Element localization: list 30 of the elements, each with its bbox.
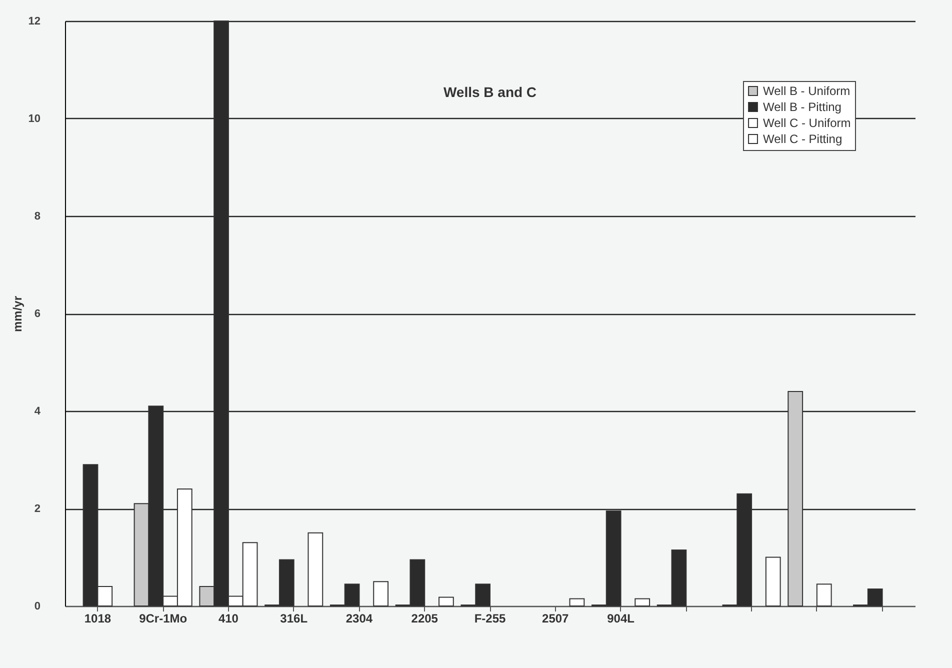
x-tick-label: 410	[218, 612, 239, 626]
x-tick-label: 2205	[411, 612, 438, 626]
y-tick-label: 8	[34, 210, 40, 222]
bar	[438, 596, 454, 606]
legend-label: Well C - Pitting	[763, 132, 842, 146]
bar	[634, 598, 650, 606]
y-tick-label: 0	[34, 600, 40, 612]
bar	[569, 598, 585, 606]
bar	[373, 581, 388, 606]
x-tick-label: F-255	[474, 612, 506, 626]
y-tick-label: 4	[34, 406, 42, 418]
legend-label: Well B - Pitting	[763, 100, 842, 114]
y-axis-title: mm/yr	[10, 296, 24, 332]
bar	[788, 391, 804, 606]
bar	[816, 584, 832, 606]
bar	[308, 532, 324, 606]
x-tick-label: 904L	[607, 612, 634, 626]
bar	[765, 556, 781, 606]
x-tick-label: 9Cr-1Mo	[139, 612, 188, 626]
legend-label: Well B - Uniform	[763, 84, 850, 98]
y-tick-label: 6	[34, 308, 40, 320]
y-tick-label: 12	[28, 16, 40, 28]
legend-label: Well C - Uniform	[763, 116, 851, 130]
x-tick-label: 2304	[346, 612, 373, 626]
x-tick-label: 2507	[542, 612, 570, 626]
x-tick-label: 316L	[280, 612, 308, 626]
y-tick-label: 10	[28, 113, 40, 125]
x-tick-label: 1018	[84, 612, 112, 626]
text: Wells B and C	[443, 84, 537, 100]
y-tick-label: 2	[34, 503, 40, 515]
